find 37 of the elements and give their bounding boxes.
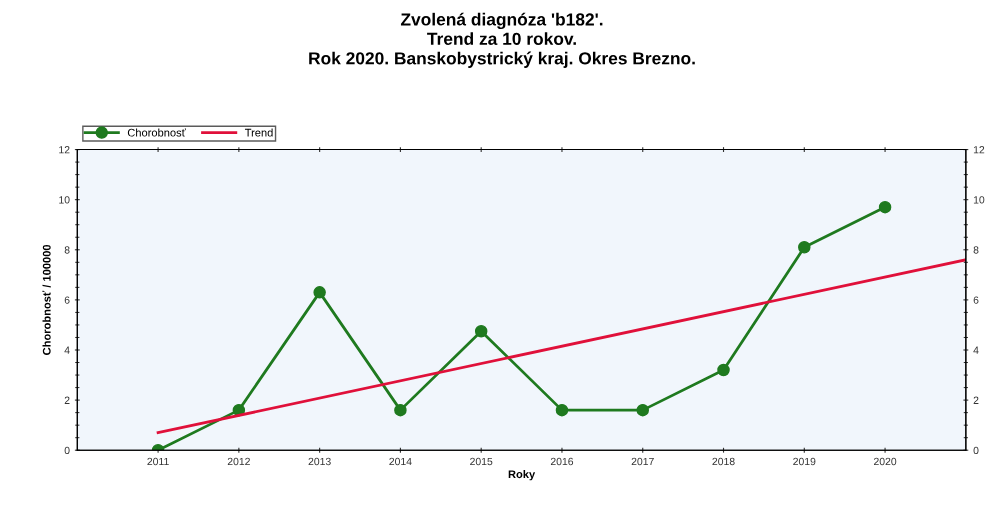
x-tick-label: 2016 (550, 457, 574, 466)
x-tick-label: 2018 (712, 457, 735, 466)
x-tick-label: 2017 (631, 457, 654, 466)
y-tick-label: 4 (64, 346, 70, 354)
x-tick-label: 2013 (308, 457, 331, 466)
y2-tick-label: 0 (973, 446, 979, 455)
y2-tick-label: 8 (973, 246, 979, 254)
legend-label: Trend (244, 128, 273, 137)
legend-label: Chorobnosť (127, 128, 186, 137)
y2-tick-label: 12 (973, 146, 985, 154)
y2-tick-label: 2 (973, 396, 979, 404)
x-tick-label: 2012 (227, 457, 250, 466)
point (313, 286, 326, 299)
y2-tick-label: 4 (973, 346, 979, 354)
point (878, 200, 892, 214)
y2-tick-label: 10 (973, 196, 985, 204)
x-tick-label: 2011 (147, 457, 169, 466)
point (717, 363, 730, 377)
y-tick-label: 10 (59, 196, 70, 204)
x-tick-label: 2020 (874, 457, 897, 466)
point (555, 403, 569, 417)
point (798, 241, 811, 254)
y-tick-label: 8 (64, 246, 70, 254)
x-tick-label: 2019 (793, 457, 816, 466)
x-tick-label: 2014 (389, 457, 412, 466)
x-axis-title: Roky (508, 470, 536, 481)
point (474, 324, 488, 338)
point (636, 403, 649, 417)
point (394, 403, 407, 417)
y-tick-label: 0 (64, 446, 70, 455)
y-tick-label: 2 (64, 396, 70, 404)
y-tick-label: 6 (64, 296, 70, 304)
chart-title: Zvolená diagnóza 'b182'. Trend za 10 rokov. Rok 2020. Banskobystrický kraj. Okres Brezno. (309, 12, 695, 68)
x-tick-label: 2015 (470, 457, 493, 466)
y2-tick-label: 6 (973, 296, 979, 304)
y-axis-title: Chorobnosť / 100000 (42, 244, 51, 355)
y-tick-label: 12 (59, 146, 70, 154)
